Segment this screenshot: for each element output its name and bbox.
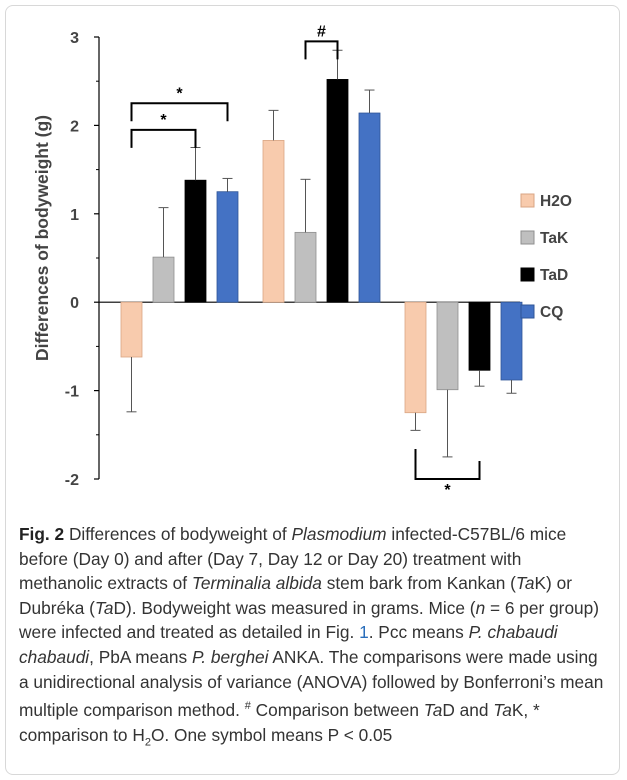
y-tick-label: 0 xyxy=(70,295,79,312)
legend-label: TaK xyxy=(540,230,569,247)
figure-caption: Fig. 2 Differences of bodyweight of Plas… xyxy=(19,522,609,755)
bar xyxy=(326,79,349,303)
legend-swatch xyxy=(520,267,535,282)
significance-bracket xyxy=(414,449,481,480)
legend-label: H2O xyxy=(540,193,572,210)
y-tick-label: 3 xyxy=(70,30,79,47)
y-tick-label: -2 xyxy=(65,472,79,489)
caption-text: K, * comparison to H xyxy=(19,699,540,745)
caption-italic: Plasmodium xyxy=(291,524,387,544)
chart-significance-annotations: * * # * xyxy=(130,23,481,499)
significance-bracket xyxy=(130,102,229,122)
caption-italic: n xyxy=(475,597,486,618)
figure-panel xyxy=(5,5,620,775)
legend-label: TaD xyxy=(540,267,568,284)
caption-italic: Ta xyxy=(515,573,535,594)
significance-symbol: * xyxy=(444,482,451,499)
legend-swatch xyxy=(520,230,535,245)
bar xyxy=(468,301,491,371)
bar xyxy=(294,231,317,303)
caption-text: Comparison between xyxy=(250,699,424,720)
caption-italic: Ta xyxy=(94,597,114,618)
caption-text: , PbA means xyxy=(89,646,192,667)
caption-text: = 6 per group) were infected and treated… xyxy=(19,597,600,643)
significance-symbol: * xyxy=(176,85,183,102)
y-tick-label: 2 xyxy=(70,118,79,135)
caption-italic: Terminalia albida xyxy=(191,573,322,594)
y-tick-label: 1 xyxy=(70,207,79,224)
bar xyxy=(436,301,459,391)
bar xyxy=(152,256,175,303)
significance-bracket xyxy=(130,128,197,148)
caption-text: D and xyxy=(442,699,494,720)
caption-italic: P. chabaudi chabaudi xyxy=(19,622,558,667)
legend-label: CQ xyxy=(540,304,563,321)
significance-symbol: # xyxy=(317,23,326,40)
bar xyxy=(404,301,427,414)
caption-text: Differences of bodyweight of xyxy=(64,524,292,544)
y-tick-label: -1 xyxy=(65,384,79,401)
bar xyxy=(184,179,207,303)
significance-symbol: * xyxy=(160,112,167,129)
caption-subscript: 2 xyxy=(144,735,151,748)
caption-text: infected-C57BL/6 mice before (Day 0) and… xyxy=(19,524,567,594)
bar xyxy=(500,301,523,381)
caption-text: stem bark from Kankan ( xyxy=(321,573,516,594)
caption-text: K) or Dubréka ( xyxy=(19,573,572,618)
legend-swatch xyxy=(520,304,535,319)
caption-italic: P. berghei xyxy=(191,646,269,667)
caption-text: ANKA. The comparisons were made using a … xyxy=(19,646,604,720)
figure-reference-link[interactable]: 1 xyxy=(359,622,369,643)
caption-text: D). Bodyweight was measured in grams. Mi… xyxy=(113,597,476,618)
bar xyxy=(120,301,143,358)
caption-text: . Pcc means xyxy=(368,622,469,643)
caption-figure-label: Fig. 2 xyxy=(19,524,65,544)
bar xyxy=(262,140,285,303)
caption-italic: Ta xyxy=(423,699,443,720)
caption-text: O. One symbol means P < 0.05 xyxy=(150,724,393,745)
y-axis-label: Differences of bodyweight (g) xyxy=(32,115,52,361)
caption-superscript: # xyxy=(244,700,251,713)
legend-swatch xyxy=(520,193,535,208)
bar xyxy=(358,112,381,303)
chart-legend: H2O TaK TaD CQ xyxy=(520,193,572,321)
bar xyxy=(216,191,239,303)
significance-bracket xyxy=(304,40,339,60)
caption-italic: Ta xyxy=(493,699,512,720)
chart-bars xyxy=(120,79,523,414)
